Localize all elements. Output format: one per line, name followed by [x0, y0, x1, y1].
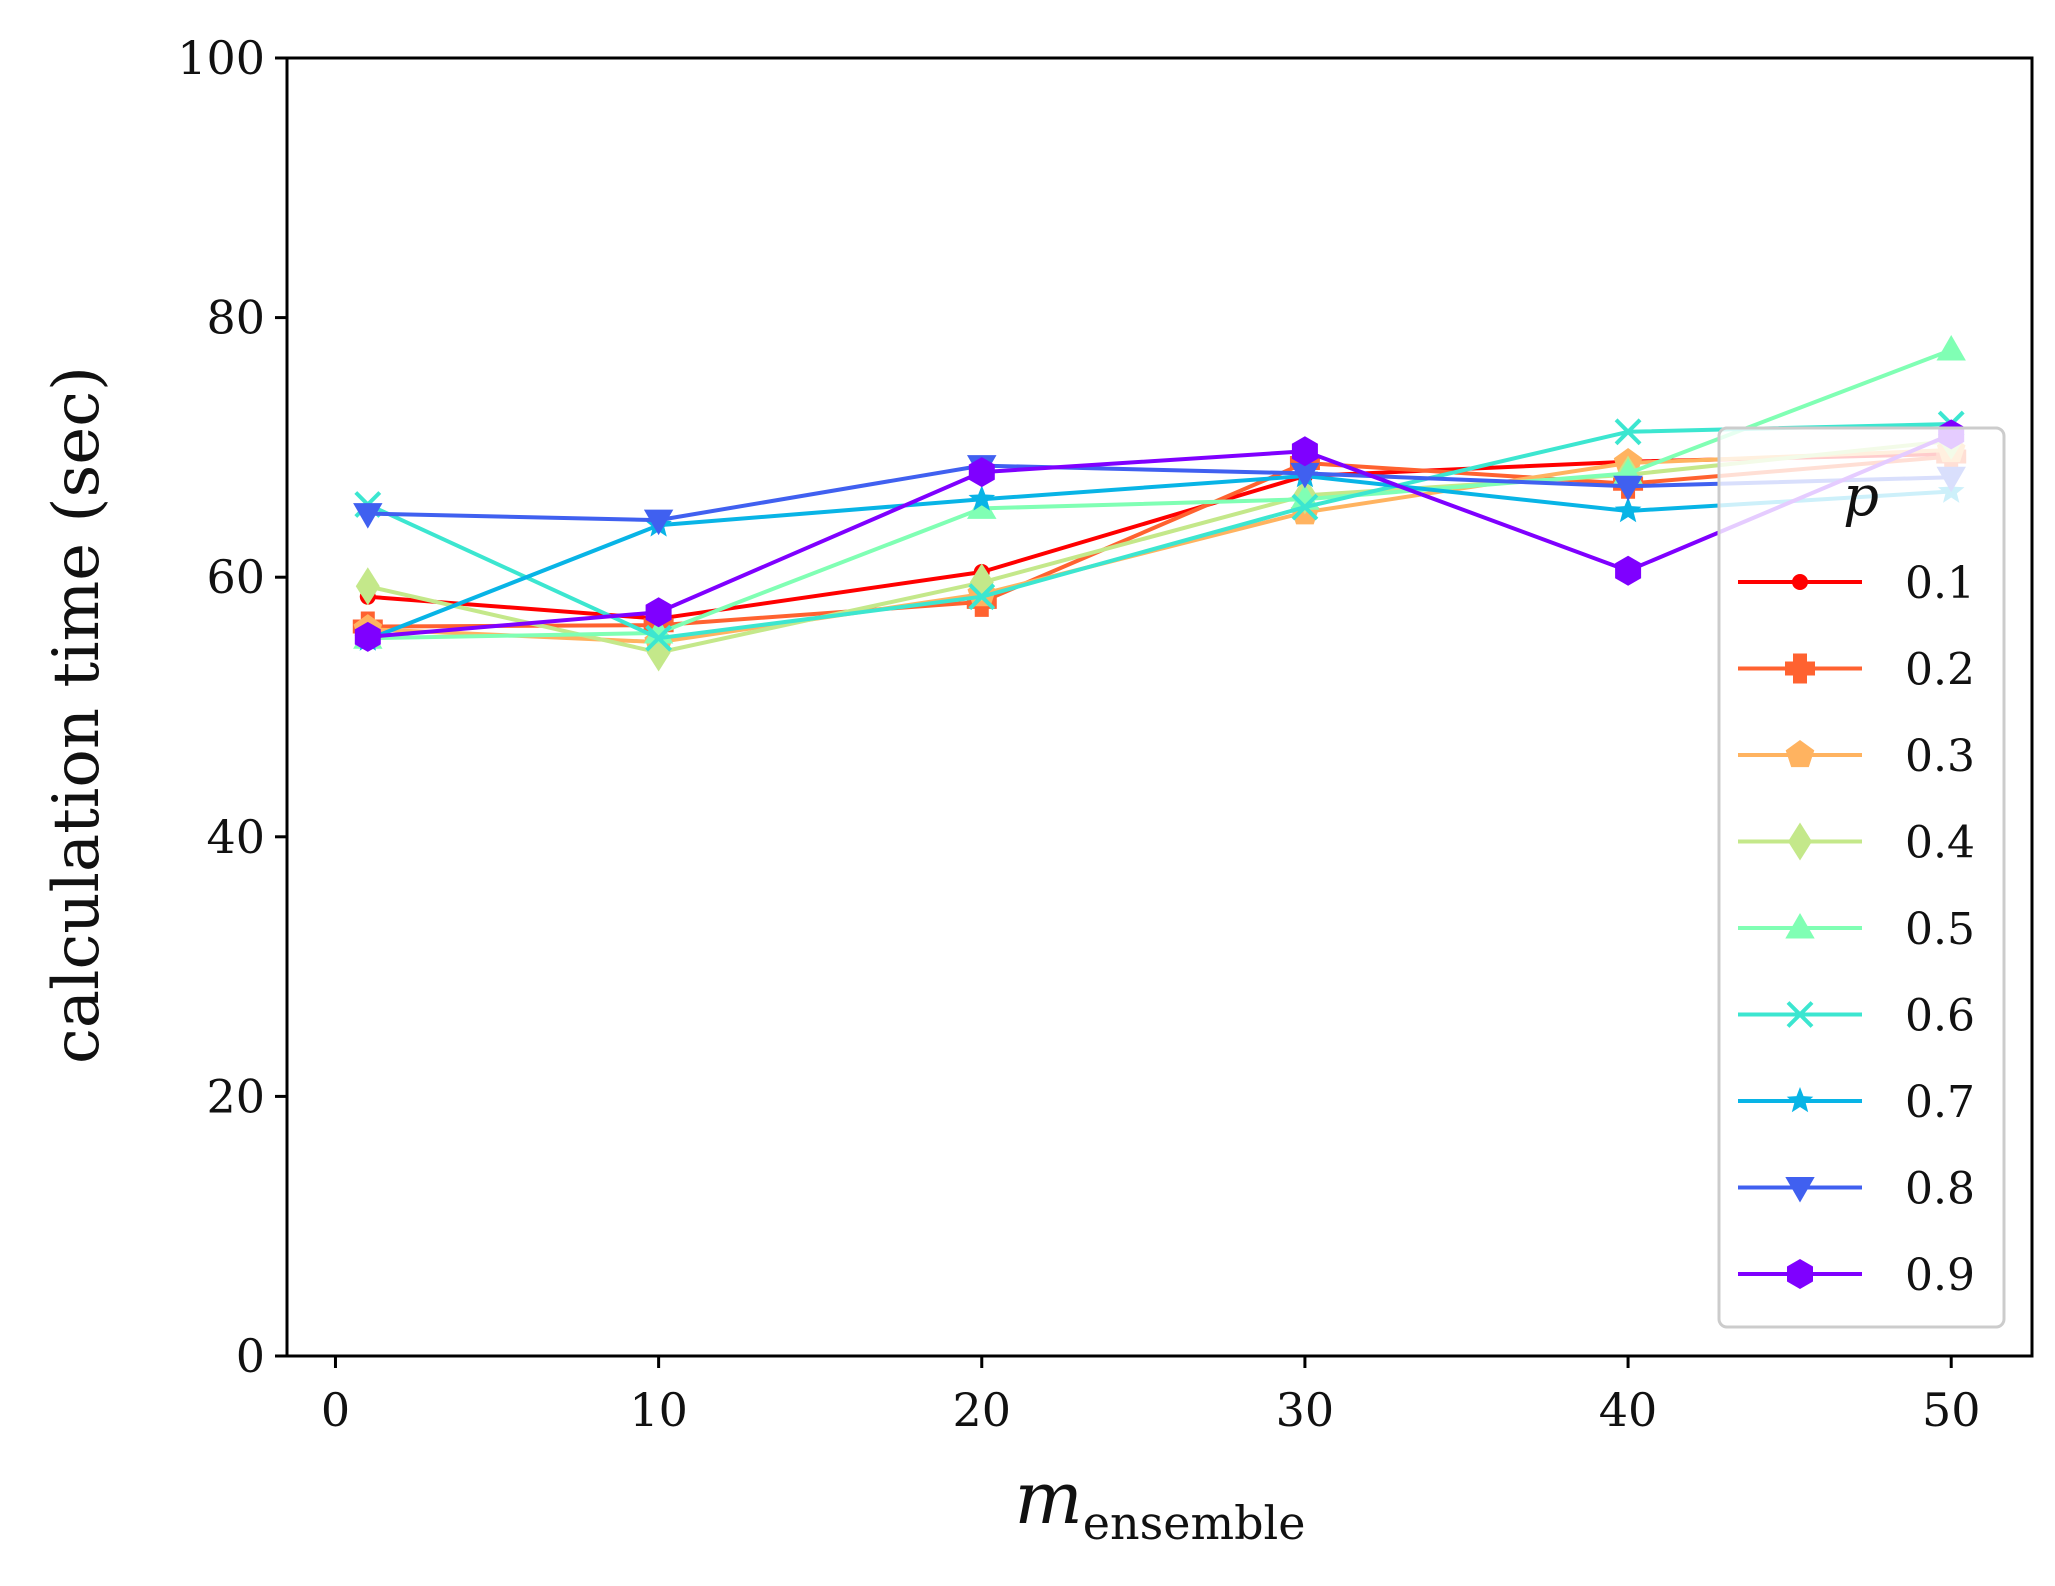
legend-entries: 0.1 0.2 0.3 0.4 0.5 0.6 0.7 0.8 0.9: [1738, 558, 1975, 1301]
x-tick-label: 50: [1922, 1383, 1981, 1437]
data-point: [967, 493, 997, 519]
legend-label: 0.3: [1905, 731, 1975, 782]
data-point: [1291, 493, 1319, 521]
legend-label: 0.9: [1905, 1250, 1975, 1301]
legend-entry: 0.7: [1738, 1077, 1975, 1128]
data-point: [1615, 555, 1642, 586]
data-point: [645, 624, 673, 652]
data-point: [643, 509, 674, 536]
x-tick-label: 0: [321, 1383, 350, 1437]
y-tick-label: 60: [206, 550, 265, 604]
x-tick-label: 10: [629, 1383, 688, 1437]
x-tick-label: 30: [1276, 1383, 1335, 1437]
y-tick-label: 100: [177, 31, 265, 85]
x-axis-title: mensemble: [1015, 1456, 1306, 1550]
legend-entry: 0.5: [1738, 904, 1975, 955]
data-point: [968, 485, 996, 511]
legend-label: 0.7: [1905, 1077, 1975, 1128]
legend-marker: [1785, 653, 1815, 684]
series-line: [367, 348, 1952, 641]
x-tick-label: 20: [952, 1383, 1011, 1437]
series-line: [367, 454, 1952, 629]
data-point: [355, 567, 380, 606]
legend-entry: 0.4: [1738, 818, 1975, 869]
legend-marker: [1786, 1087, 1814, 1113]
series-line: [367, 463, 1952, 523]
data-point: [968, 583, 996, 611]
legend-marker: [1785, 913, 1815, 939]
y-tick-label: 80: [206, 291, 265, 345]
legend-entry: 0.8: [1738, 1164, 1975, 1215]
x-axis-title-subscript: ensemble: [1083, 1496, 1306, 1550]
legend-label: 0.2: [1905, 645, 1975, 696]
data-point: [645, 597, 672, 628]
x-axis-title-main: m: [1015, 1456, 1083, 1540]
legend-entry: 0.1: [1738, 558, 1975, 609]
data-point: [1613, 475, 1643, 502]
legend-marker: [1788, 822, 1812, 861]
legend-marker: [1785, 740, 1815, 768]
legend-label: 0.8: [1905, 1164, 1975, 1215]
series-line: [367, 432, 1952, 639]
axis-ticks: 0 10 20 30 40 50 0 20 40 60 80 100: [177, 31, 1980, 1437]
legend-entry: 0.6: [1738, 991, 1975, 1042]
data-point: [353, 503, 383, 529]
legend-marker: [1792, 574, 1808, 590]
legend-label: 0.6: [1905, 991, 1975, 1042]
data-point: [354, 621, 381, 652]
data-point: [1614, 497, 1642, 523]
x-tick-label: 40: [1599, 1383, 1658, 1437]
series-line: [367, 474, 1952, 642]
svg-text:mensemble: mensemble: [1015, 1456, 1306, 1550]
legend-marker: [1787, 1259, 1813, 1289]
data-point: [1614, 418, 1642, 446]
legend-marker: [1786, 1001, 1814, 1028]
legend-entry: 0.2: [1738, 645, 1975, 696]
data-point: [1936, 335, 1966, 361]
series-line: [367, 438, 1952, 655]
legend-title: p: [1843, 464, 1879, 529]
y-tick-label: 20: [206, 1069, 265, 1123]
legend-label: 0.5: [1905, 904, 1975, 955]
legend: p 0.1 0.2 0.3 0.4 0.5 0.6 0.7 0.8 0.9: [1717, 426, 2006, 1329]
legend-entry: 0.3: [1738, 731, 1975, 782]
y-axis-title: calculation time (sec): [40, 366, 114, 1064]
legend-label: 0.1: [1905, 558, 1975, 609]
legend-entry: 0.9: [1738, 1250, 1975, 1301]
data-point: [1291, 436, 1318, 467]
data-point: [1290, 462, 1320, 489]
legend-marker: [1785, 1177, 1815, 1203]
y-tick-label: 0: [236, 1329, 265, 1383]
data-point: [968, 457, 995, 488]
y-tick-label: 40: [206, 810, 265, 864]
legend-label: 0.4: [1905, 818, 1975, 869]
